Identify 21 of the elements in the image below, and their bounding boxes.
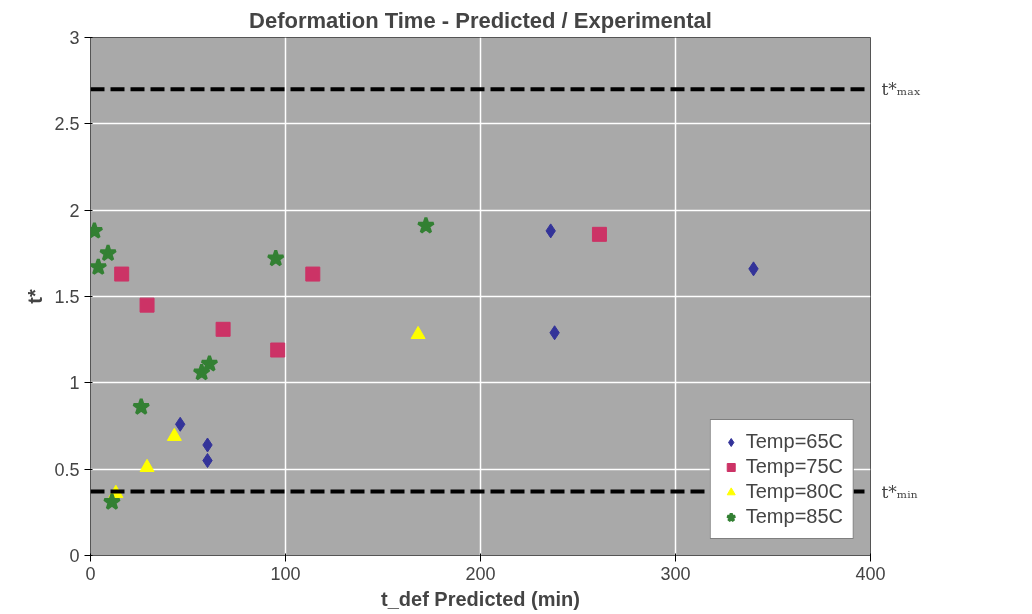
y-tick-label: 3 [69,28,80,48]
y-tick-label: 1.5 [54,287,80,307]
x-tick-label: 200 [465,563,496,584]
x-tick-label: 100 [270,563,301,584]
y-tick-label: 0 [69,546,80,566]
y-tick-label: 0.5 [54,459,80,480]
x-axis-title: t_def Predicted (min) [381,587,580,610]
legend-label: Temp=65C [745,430,843,453]
legend-label: Temp=80C [745,480,843,503]
y-tick-label: 2 [69,200,80,221]
y-tick-label: 2.5 [54,114,80,135]
chart-title: Deformation Time - Predicted / Experimental [249,7,712,33]
x-tick-label: 0 [85,563,96,584]
x-tick-label: 400 [855,563,886,584]
x-tick-label: 300 [660,563,691,584]
y-axis-title: t* [24,289,47,304]
y-tick-label: 1 [69,373,80,394]
legend-label: Temp=85C [745,505,843,528]
ref-line-label: t*ₘᵢₙ [881,481,919,502]
ref-line-label: t*ₘₐₓ [881,79,922,100]
legend-label: Temp=75C [745,455,843,478]
